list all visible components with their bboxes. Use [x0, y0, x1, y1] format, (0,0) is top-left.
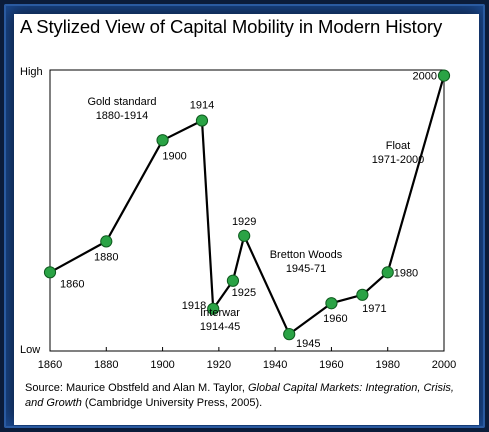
x-tick-label-1860: 1860 — [38, 359, 62, 371]
x-tick-label-1900: 1900 — [150, 359, 174, 371]
point-1945 — [283, 328, 296, 341]
point-label-1980: 1980 — [394, 267, 418, 279]
point-label-1925: 1925 — [232, 287, 256, 299]
x-tick-label-2000: 2000 — [432, 359, 456, 371]
plot-frame — [49, 69, 445, 352]
source-note: Source: Maurice Obstfeld and Alan M. Tay… — [25, 381, 475, 411]
point-label-1960: 1960 — [323, 313, 347, 325]
source-prefix: Source: Maurice Obstfeld and Alan M. Tay… — [25, 382, 248, 394]
source-book-title: Global Capital Markets: Integration, Cri… — [25, 382, 454, 409]
point-label-1945: 1945 — [296, 338, 320, 350]
x-tick-label-1960: 1960 — [319, 359, 343, 371]
point-1980 — [381, 266, 394, 279]
annotation-interwar-line-1: Interwar — [200, 307, 240, 319]
point-label-1880: 1880 — [94, 251, 118, 263]
annotation-gold-standard-line-2: 1880-1914 — [96, 110, 149, 122]
annotation-float-line-1: Float — [386, 140, 410, 152]
point-1880 — [100, 235, 113, 248]
line-chart: 1860 1880 1900 1920 1940 1960 1980 2000 High Low 1… — [20, 66, 456, 371]
point-1918 — [207, 302, 220, 315]
point-1900 — [156, 134, 169, 147]
x-tick-label-1920: 1920 — [207, 359, 231, 371]
point-label-1914: 1914 — [190, 100, 214, 112]
point-1860 — [43, 266, 57, 279]
annotation-gold-standard-line-1: Gold standard — [87, 96, 156, 108]
y-label-high: High — [20, 66, 43, 78]
point-label-1860: 1860 — [60, 278, 84, 290]
point-1971 — [356, 288, 369, 301]
y-label-low: Low — [20, 344, 40, 356]
point-2000 — [437, 69, 451, 82]
point-label-1900: 1900 — [162, 150, 186, 162]
x-tick-label-1980: 1980 — [375, 359, 399, 371]
point-label-1971: 1971 — [362, 303, 386, 315]
point-label-1929: 1929 — [232, 216, 256, 228]
point-1914 — [195, 114, 209, 127]
chart-title: A Stylized View of Capital Mobility in M… — [20, 16, 443, 37]
outer-frame: A Stylized View of Capital Mobility in M… — [4, 4, 485, 428]
point-1929 — [238, 229, 251, 242]
point-1925 — [226, 274, 240, 287]
x-tick-label-1940: 1940 — [263, 359, 287, 371]
point-label-1918: 1918 — [182, 300, 206, 312]
annotation-interwar-line-2: 1914-45 — [200, 321, 240, 333]
annotation-float-line-2: 1971-2000 — [372, 154, 425, 166]
annotation-bretton-woods-line-1: Bretton Woods — [270, 249, 343, 261]
source-suffix: (Cambridge University Press, 2005). — [81, 397, 263, 409]
point-label-2000: 2000 — [413, 71, 437, 83]
annotation-bretton-woods-line-2: 1945-71 — [286, 263, 326, 275]
x-tick-label-1880: 1880 — [94, 359, 118, 371]
chart-panel: A Stylized View of Capital Mobility in M… — [14, 14, 479, 425]
point-1960 — [325, 297, 338, 310]
